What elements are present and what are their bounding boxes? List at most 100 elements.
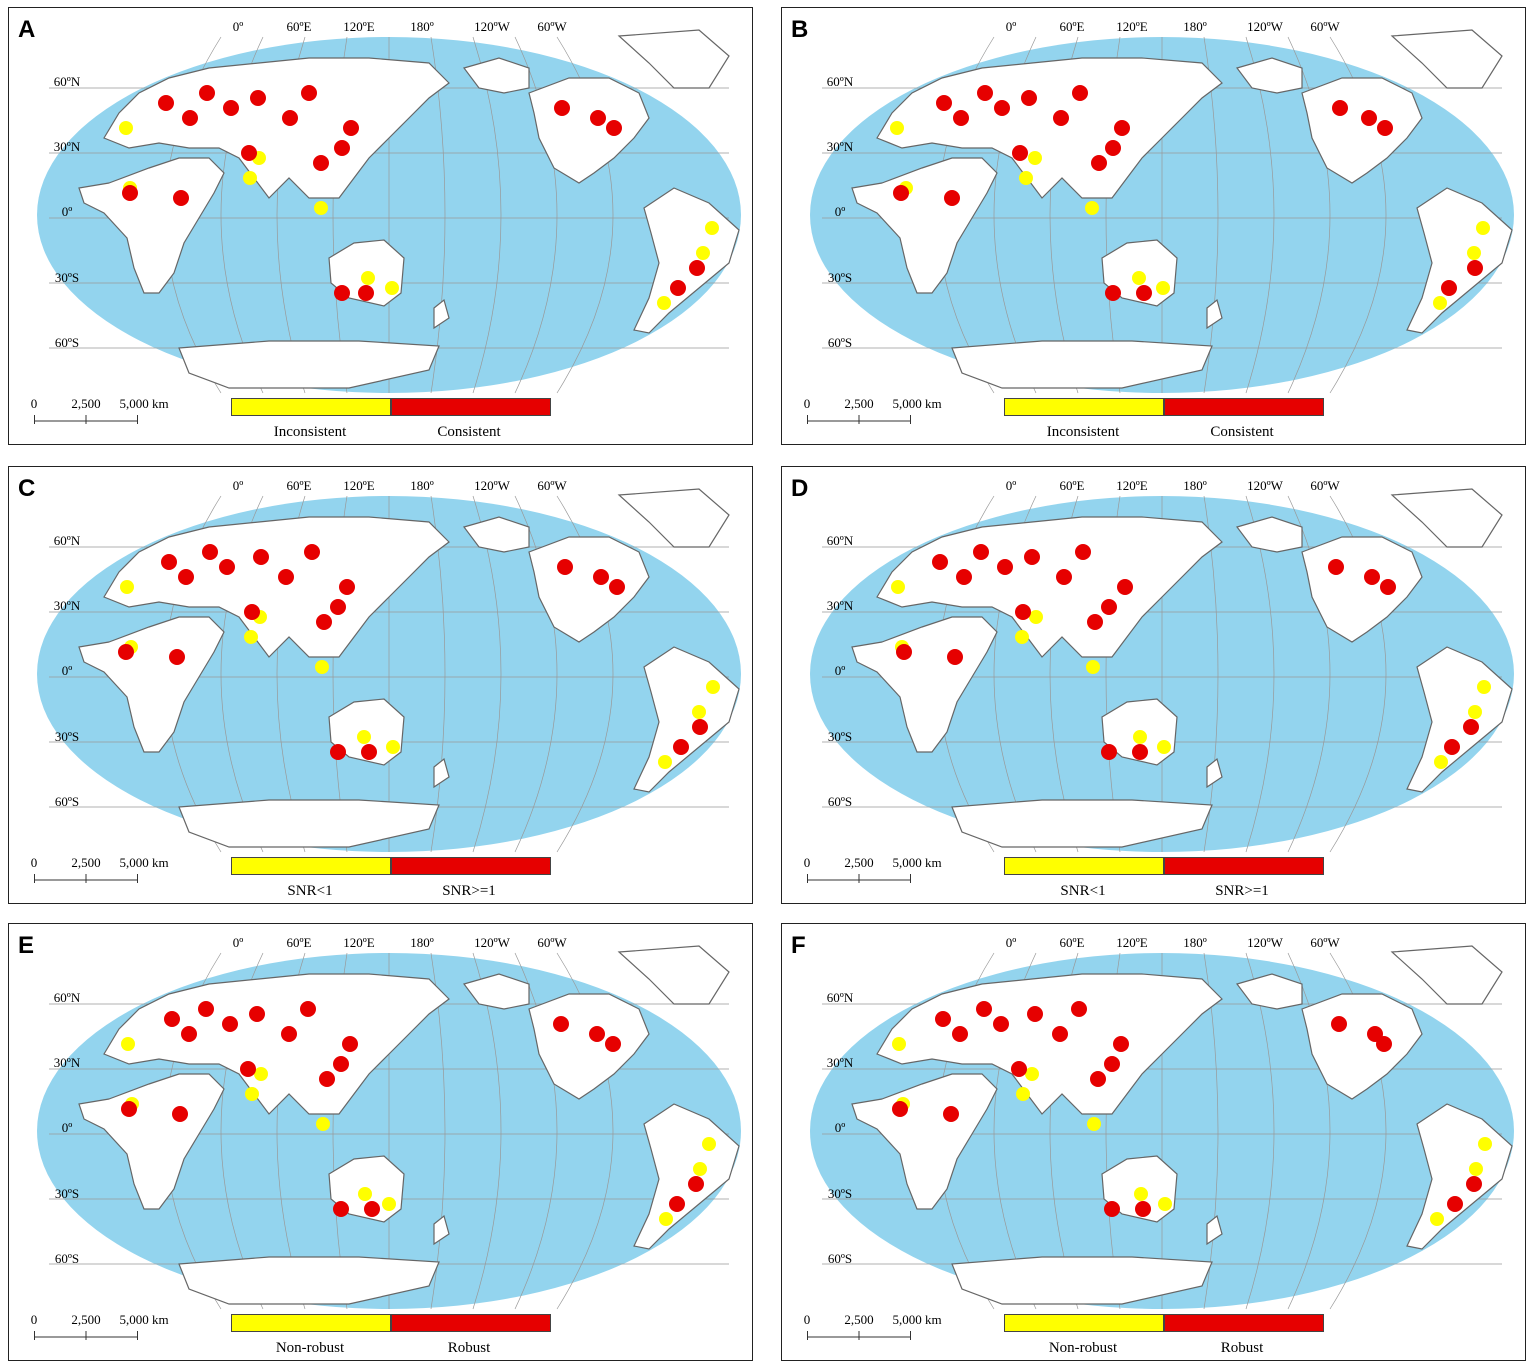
lon-label: 120ºW xyxy=(1247,935,1283,950)
lat-label: 0º xyxy=(834,1120,846,1135)
yellow-region xyxy=(314,201,328,215)
red-region xyxy=(1332,100,1348,116)
red-region xyxy=(557,559,573,575)
meridian-line xyxy=(514,952,558,1310)
map-panel-b: B 0º 60ºE 120ºE 180º 120ºW 60ºW 60ºN 30º… xyxy=(781,7,1526,445)
landmass xyxy=(103,516,450,658)
legend-label-left: Non-robust xyxy=(1048,1340,1118,1356)
red-region xyxy=(240,1061,256,1077)
lat-label: 60ºN xyxy=(826,533,854,548)
red-region xyxy=(178,569,194,585)
red-region xyxy=(244,604,260,620)
landmass xyxy=(462,57,530,94)
yellow-region xyxy=(891,580,905,594)
panel-label: C xyxy=(18,475,36,502)
red-region xyxy=(1104,1201,1120,1217)
continents xyxy=(78,488,740,848)
meridian-line xyxy=(514,495,558,853)
red-region xyxy=(1071,1001,1087,1017)
scale-label: 5,000 km xyxy=(119,396,169,411)
red-region xyxy=(364,1201,380,1217)
red-region xyxy=(1012,145,1028,161)
landmass xyxy=(951,799,1213,848)
landmass xyxy=(462,516,530,553)
meridian-line xyxy=(1287,952,1331,1310)
legend-swatch-red xyxy=(1164,857,1324,875)
legend-swatch-red xyxy=(391,1314,551,1332)
yellow-region xyxy=(245,1087,259,1101)
yellow-region xyxy=(1434,755,1448,769)
lon-label: 0º xyxy=(1005,935,1017,950)
legend-label-left: Inconsistent xyxy=(273,424,347,440)
lat-label: 60ºS xyxy=(54,335,80,350)
landmass xyxy=(433,757,450,789)
landmass xyxy=(433,1214,450,1246)
red-region xyxy=(334,140,350,156)
lon-label: 120ºE xyxy=(343,478,375,493)
landmass xyxy=(1390,945,1503,1005)
yellow-region xyxy=(243,171,257,185)
panel-label: F xyxy=(791,932,806,959)
world-map xyxy=(810,488,1514,853)
red-region xyxy=(313,155,329,171)
lat-label: 30ºS xyxy=(54,270,80,285)
lat-label: 60ºS xyxy=(827,794,853,809)
lon-label: 0º xyxy=(1005,19,1017,34)
yellow-region xyxy=(385,281,399,295)
continents xyxy=(851,488,1513,848)
legend-label-right: SNR>=1 xyxy=(442,883,496,899)
legend-label-right: Consistent xyxy=(437,424,501,440)
red-region xyxy=(1011,1061,1027,1077)
yellow-region xyxy=(1025,1067,1039,1081)
legend-label-left: Inconsistent xyxy=(1046,424,1120,440)
scale-label: 2,500 xyxy=(844,855,874,870)
lon-label: 120ºE xyxy=(1116,19,1148,34)
legend-swatch-yellow xyxy=(231,1314,391,1332)
lon-label: 60ºE xyxy=(1059,478,1085,493)
lon-label: 60ºE xyxy=(1059,935,1085,950)
red-region xyxy=(935,1011,951,1027)
continents xyxy=(851,29,1513,389)
yellow-region xyxy=(1467,246,1481,260)
yellow-region xyxy=(1085,201,1099,215)
lon-label: 180º xyxy=(1183,19,1207,34)
lon-label: 120ºE xyxy=(343,935,375,950)
red-region xyxy=(1328,559,1344,575)
red-region xyxy=(222,1016,238,1032)
landmass xyxy=(78,1073,225,1210)
red-region xyxy=(330,744,346,760)
lon-label: 60ºW xyxy=(537,19,567,34)
scale-bar xyxy=(34,415,138,424)
lat-label: 30ºN xyxy=(53,139,81,154)
red-region xyxy=(169,649,185,665)
red-region xyxy=(301,85,317,101)
red-region xyxy=(943,1106,959,1122)
red-region xyxy=(161,554,177,570)
lon-label: 120ºW xyxy=(1247,19,1283,34)
yellow-region xyxy=(1019,171,1033,185)
red-region xyxy=(1132,744,1148,760)
scale-label: 0 xyxy=(30,855,38,870)
red-region xyxy=(1101,599,1117,615)
red-region xyxy=(172,1106,188,1122)
lon-label: 120ºE xyxy=(343,19,375,34)
red-region xyxy=(605,1036,621,1052)
lon-label: 0º xyxy=(232,935,244,950)
yellow-region xyxy=(382,1197,396,1211)
red-region xyxy=(1075,544,1091,560)
yellow-region xyxy=(1087,1117,1101,1131)
red-region xyxy=(553,1016,569,1032)
lon-label: 60ºE xyxy=(286,935,312,950)
world-map xyxy=(810,945,1514,1310)
red-region xyxy=(316,614,332,630)
world-map xyxy=(37,29,741,394)
legend-swatch-red xyxy=(1164,1314,1324,1332)
lon-label: 180º xyxy=(1183,935,1207,950)
yellow-region xyxy=(357,730,371,744)
red-region xyxy=(1331,1016,1347,1032)
red-region xyxy=(670,280,686,296)
world-map xyxy=(37,945,741,1310)
yellow-region xyxy=(1133,730,1147,744)
yellow-region xyxy=(1016,1087,1030,1101)
yellow-region xyxy=(119,121,133,135)
